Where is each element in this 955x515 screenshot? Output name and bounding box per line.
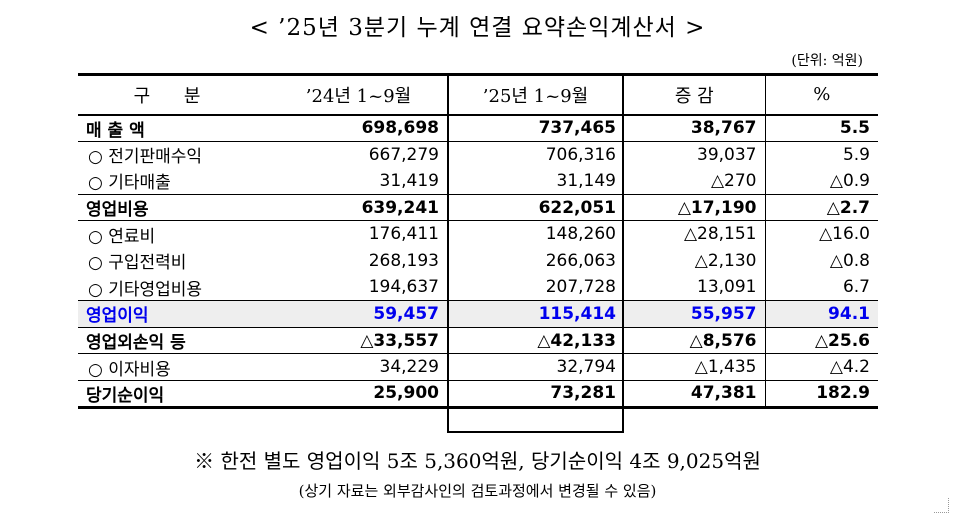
row-curr: 737,465 — [538, 118, 616, 139]
row-change: 38,767 — [690, 118, 757, 139]
row-pct: △0.8 — [764, 247, 878, 275]
table-row: ○ 이자비용 34,229 32,794 △1,435 △4.2 — [78, 353, 878, 381]
row-curr: 266,063 — [545, 250, 616, 271]
table-row: ○ 전기판매수익 667,279 706,316 39,037 5.9 — [78, 140, 878, 168]
row-pct: 6.7 — [764, 274, 878, 301]
header-change: 증 감 — [624, 73, 765, 116]
row-change: △270 — [710, 170, 757, 191]
row-curr: 207,728 — [545, 277, 616, 298]
header-label: 구 분 — [78, 73, 270, 116]
table-row: 영업외손익 등 △33,557 △42,133 △8,576 △25.6 — [78, 326, 878, 354]
row-prev: 31,419 — [379, 170, 439, 191]
row-label: ○ 이자비용 — [78, 353, 270, 381]
row-curr: 706,316 — [447, 140, 624, 168]
header-curr: ’25년 1~9월 — [447, 73, 624, 116]
footnote: ※ 한전 별도 영업이익 5조 5,360억원, 당기순이익 4조 9,025억… — [194, 449, 761, 473]
row-curr: 73,281 — [447, 379, 624, 409]
row-prev: 194,637 — [368, 277, 439, 298]
row-pct: △2.7 — [764, 193, 878, 221]
row-label: ○ 전기판매수익 — [78, 140, 270, 168]
row-pct: △16.0 — [764, 220, 878, 248]
row-curr: △42,133 — [447, 326, 624, 354]
row-label: 당기순이익 — [78, 379, 270, 409]
row-pct: △25.6 — [764, 326, 878, 354]
row-prev: 639,241 — [270, 193, 447, 221]
row-change: △2,130 — [694, 250, 757, 271]
row-curr: 148,260 — [447, 220, 624, 248]
table-row: ○ 구입전력비 268,193 266,063 △2,130 △0.8 — [78, 247, 878, 275]
row-pct: △4.2 — [764, 353, 878, 381]
row-change: △8,576 — [624, 326, 765, 354]
row-change: 55,957 — [624, 300, 765, 328]
table-row: ○ 기타매출 31,419 31,149 △270 △0.9 — [78, 167, 878, 195]
table-row: ○ 연료비 176,411 148,260 △28,151 △16.0 — [78, 220, 878, 248]
table-row: 영업비용 639,241 622,051 △17,190 △2.7 — [78, 193, 878, 221]
row-prev: 176,411 — [270, 220, 447, 248]
row-pct: 182.9 — [764, 379, 878, 409]
table-row: 매 출 액 698,698 737,465 38,767 5.5 — [78, 114, 878, 142]
row-prev: 34,229 — [270, 353, 447, 381]
row-change: 39,037 — [624, 140, 765, 168]
income-statement-table: 구 분 ’24년 1~9월 ’25년 1~9월 증 감 % 매 출 액 698,… — [78, 73, 878, 409]
row-prev: 698,698 — [361, 118, 439, 139]
row-prev: 25,900 — [270, 379, 447, 409]
header-row: 구 분 ’24년 1~9월 ’25년 1~9월 증 감 % — [78, 73, 878, 116]
row-label: 영업비용 — [78, 193, 270, 221]
row-label: ○ 구입전력비 — [88, 253, 187, 274]
table-row-highlight: 영업이익 59,457 115,414 55,957 94.1 — [78, 300, 878, 328]
page-title: < ’25년 3분기 누계 연결 요약손익계산서 > — [249, 15, 706, 41]
row-pct: 94.1 — [764, 300, 878, 328]
row-pct: 5.5 — [764, 114, 878, 142]
row-label: 매 출 액 — [86, 120, 145, 141]
header-prev: ’24년 1~9월 — [270, 73, 447, 116]
row-pct: 5.9 — [764, 140, 878, 168]
page-corner-marker — [934, 498, 949, 513]
row-prev: 667,279 — [270, 140, 447, 168]
row-change: 13,091 — [697, 277, 757, 298]
row-prev: 59,457 — [270, 300, 447, 328]
table-row: 당기순이익 25,900 73,281 47,381 182.9 — [78, 379, 878, 409]
table-row: ○ 기타영업비용 194,637 207,728 13,091 6.7 — [78, 274, 878, 301]
row-prev: 268,193 — [368, 250, 439, 271]
row-curr: 622,051 — [447, 193, 624, 221]
row-change: △17,190 — [624, 193, 765, 221]
header-pct: % — [764, 73, 878, 116]
unit-label: (단위: 억원) — [791, 53, 863, 69]
row-label: 영업이익 — [78, 300, 270, 328]
row-curr: 31,149 — [556, 170, 616, 191]
row-curr: 115,414 — [447, 300, 624, 328]
row-label: ○ 기타매출 — [88, 173, 171, 194]
row-change: 47,381 — [624, 379, 765, 409]
row-pct: △0.9 — [764, 167, 878, 195]
row-change: △28,151 — [624, 220, 765, 248]
row-prev: △33,557 — [270, 326, 447, 354]
row-label: 영업외손익 등 — [78, 326, 270, 354]
row-label: ○ 기타영업비용 — [88, 279, 203, 300]
row-change: △1,435 — [624, 353, 765, 381]
row-label: ○ 연료비 — [78, 220, 270, 248]
disclaimer: (상기 자료는 외부감사인의 검토과정에서 변경될 수 있음) — [298, 482, 657, 500]
row-curr: 32,794 — [447, 353, 624, 381]
